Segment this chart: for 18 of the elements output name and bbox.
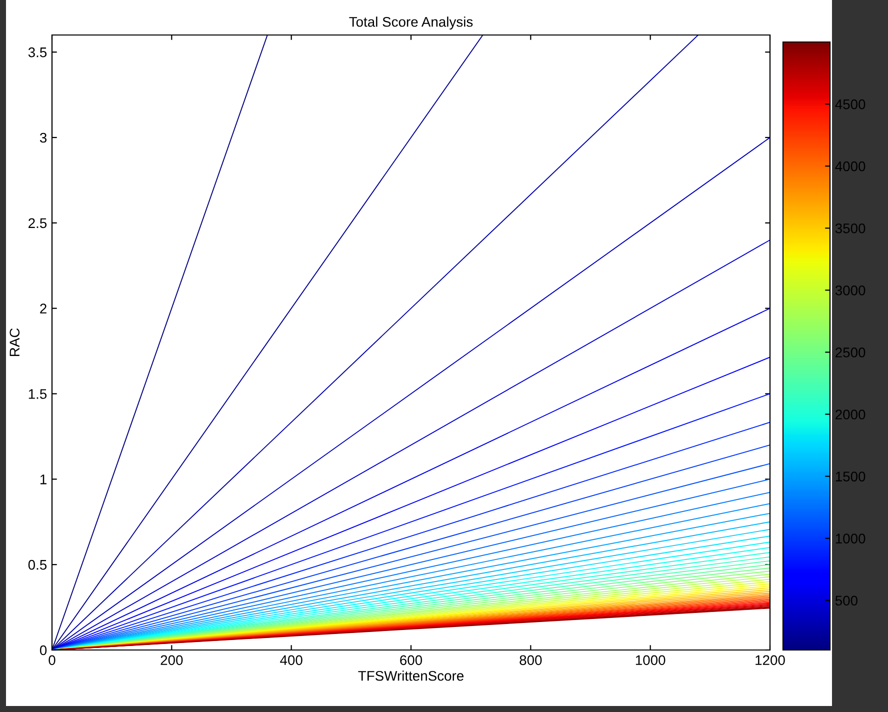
y-tick-label: 1.5 — [28, 389, 47, 399]
chart-title: Total Score Analysis — [349, 16, 473, 30]
x-tick-label: 0 — [48, 655, 56, 666]
y-tick-label: 3 — [40, 132, 47, 143]
y-tick-label: 2.5 — [28, 218, 47, 228]
y-tick-label: 1 — [40, 474, 46, 484]
x-axis-title: TFSWrittenScore — [358, 670, 464, 681]
y-axis-title: RAC — [10, 328, 20, 356]
x-tick-label: 400 — [280, 655, 302, 666]
y-tick-label: 0.5 — [28, 560, 47, 570]
x-tick-label: 1000 — [636, 655, 666, 666]
x-tick-label: 800 — [520, 655, 542, 666]
x-tick-label: 1200 — [756, 655, 785, 666]
x-tick-label: 600 — [400, 655, 422, 666]
x-tick-label: 200 — [160, 655, 183, 666]
y-tick-label: 2 — [40, 304, 46, 314]
y-tick-label: 3.5 — [28, 47, 47, 58]
y-tick-label: 0 — [40, 645, 47, 656]
